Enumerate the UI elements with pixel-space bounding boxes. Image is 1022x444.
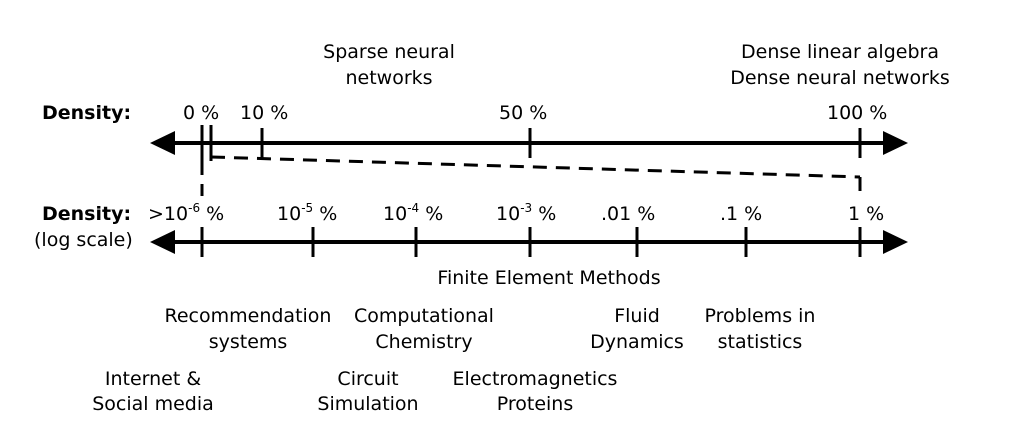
bottom-axis-right-arrowhead xyxy=(883,230,908,254)
bottom-tick-label-0.1: .1 % xyxy=(720,203,762,225)
recommendation-line1: Recommendation xyxy=(165,305,332,327)
bottom-tick-label-0.01: .01 % xyxy=(601,203,655,225)
em-proteins-line1: Electromagnetics xyxy=(453,368,618,390)
chemistry-line1: Computational xyxy=(354,305,494,327)
dense-line2: Dense neural networks xyxy=(730,67,950,89)
top-axis: Density: 0 % 10 % 50 % 100 % Sparse neur… xyxy=(42,41,950,161)
bottom-tick-label-1: 1 % xyxy=(848,203,884,225)
zoom-dash-diagonal xyxy=(210,155,861,179)
bottom-tick-label-1e-3: 10-3 % xyxy=(496,201,556,225)
bottom-axis-left-arrowhead xyxy=(150,230,175,254)
statistics-line2: statistics xyxy=(718,331,803,353)
zoom-connector xyxy=(200,155,862,196)
circuit-line1: Circuit xyxy=(337,368,398,390)
em-proteins-line2: Proteins xyxy=(497,393,574,415)
bottom-tick-label-1e-6: >10-6 % xyxy=(148,201,224,225)
statistics-line1: Problems in xyxy=(705,305,816,327)
application-labels: Finite Element Methods Recommendation sy… xyxy=(92,267,815,415)
top-axis-left-arrowhead xyxy=(150,131,175,155)
top-axis-label: Density: xyxy=(42,102,131,124)
fluid-line1: Fluid xyxy=(614,305,660,327)
top-tick-label-0: 0 % xyxy=(183,102,219,124)
recommendation-line2: systems xyxy=(209,331,288,353)
sparse-nn-line2: networks xyxy=(345,67,432,89)
top-axis-right-arrowhead xyxy=(883,131,908,155)
finite-element-label: Finite Element Methods xyxy=(437,267,660,289)
bottom-tick-label-1e-5: 10-5 % xyxy=(277,201,337,225)
bottom-axis-label: Density: xyxy=(42,203,131,225)
top-tick-label-100: 100 % xyxy=(827,102,887,124)
internet-line2: Social media xyxy=(92,393,214,415)
top-tick-label-10: 10 % xyxy=(240,102,288,124)
chemistry-line2: Chemistry xyxy=(375,331,472,353)
circuit-line2: Simulation xyxy=(317,393,418,415)
fluid-line2: Dynamics xyxy=(590,331,684,353)
bottom-axis: Density: (log scale) >10-6 % 10-5 % 10-4… xyxy=(34,201,908,257)
dense-line1: Dense linear algebra xyxy=(741,41,939,63)
bottom-axis-sublabel: (log scale) xyxy=(34,229,133,251)
top-tick-label-50: 50 % xyxy=(499,102,547,124)
sparse-nn-line1: Sparse neural xyxy=(323,41,455,63)
internet-line1: Internet & xyxy=(105,368,201,390)
bottom-tick-label-1e-4: 10-4 % xyxy=(383,201,443,225)
